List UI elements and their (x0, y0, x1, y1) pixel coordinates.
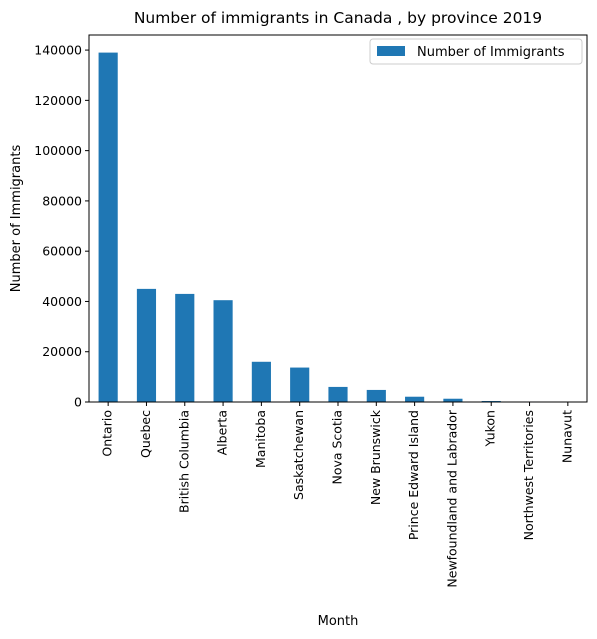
x-tick-label: Nunavut (559, 410, 574, 463)
y-tick-label: 140000 (34, 43, 82, 58)
x-tick-label: Prince Edward Island (406, 410, 421, 540)
x-tick-label: Saskatchewan (291, 410, 306, 500)
x-tick-label: Northwest Territories (521, 410, 536, 540)
bars-group (98, 52, 578, 403)
x-tick-label: Quebec (138, 410, 153, 458)
x-tick-label: British Columbia (176, 410, 191, 513)
y-tick-label: 0 (74, 395, 82, 410)
y-tick-label: 80000 (42, 193, 82, 208)
legend-box (369, 38, 583, 65)
plot-frame (88, 34, 588, 403)
legend: Number of Immigrants (369, 38, 583, 65)
y-axis: 0 20000 40000 60000 80000 100000 120000 140000 (34, 43, 89, 410)
bar-manitoba (251, 361, 271, 402)
x-axis-label: Month (318, 614, 359, 629)
y-tick-label: 60000 (42, 244, 82, 259)
bar-nova-scotia (328, 386, 348, 402)
bar-newfoundland-and-labrador (443, 398, 463, 402)
bar-saskatchewan (290, 367, 310, 402)
bar-alberta (213, 300, 233, 402)
x-tick-label: Nova Scotia (330, 410, 345, 485)
y-tick-label: 120000 (34, 93, 82, 108)
x-tick-label: Newfoundland and Labrador (444, 409, 459, 587)
bar-british-columbia (175, 293, 195, 402)
legend-label: Number of Immigrants (417, 45, 565, 60)
bar-ontario (98, 52, 118, 403)
x-tick-label: Alberta (215, 410, 230, 455)
x-tick-label: Ontario (100, 410, 115, 457)
bar-yukon (481, 400, 501, 402)
chart-title: Number of immigrants in Canada , by prov… (134, 9, 542, 27)
y-tick-label: 100000 (34, 143, 82, 158)
x-tick-label: Yukon (483, 410, 498, 448)
y-tick-label: 20000 (42, 344, 82, 359)
x-axis: Ontario Quebec British Columbia Alberta Mani… (100, 402, 574, 588)
bar-new-brunswick (366, 389, 386, 402)
legend-swatch (377, 46, 405, 56)
bar-prince-edward-island (405, 396, 425, 402)
bar-quebec (136, 288, 157, 402)
y-axis-label: Number of Immigrants (9, 145, 24, 293)
y-tick-label: 40000 (42, 294, 82, 309)
x-tick-label: Manitoba (253, 410, 268, 468)
x-tick-label: New Brunswick (368, 409, 383, 505)
